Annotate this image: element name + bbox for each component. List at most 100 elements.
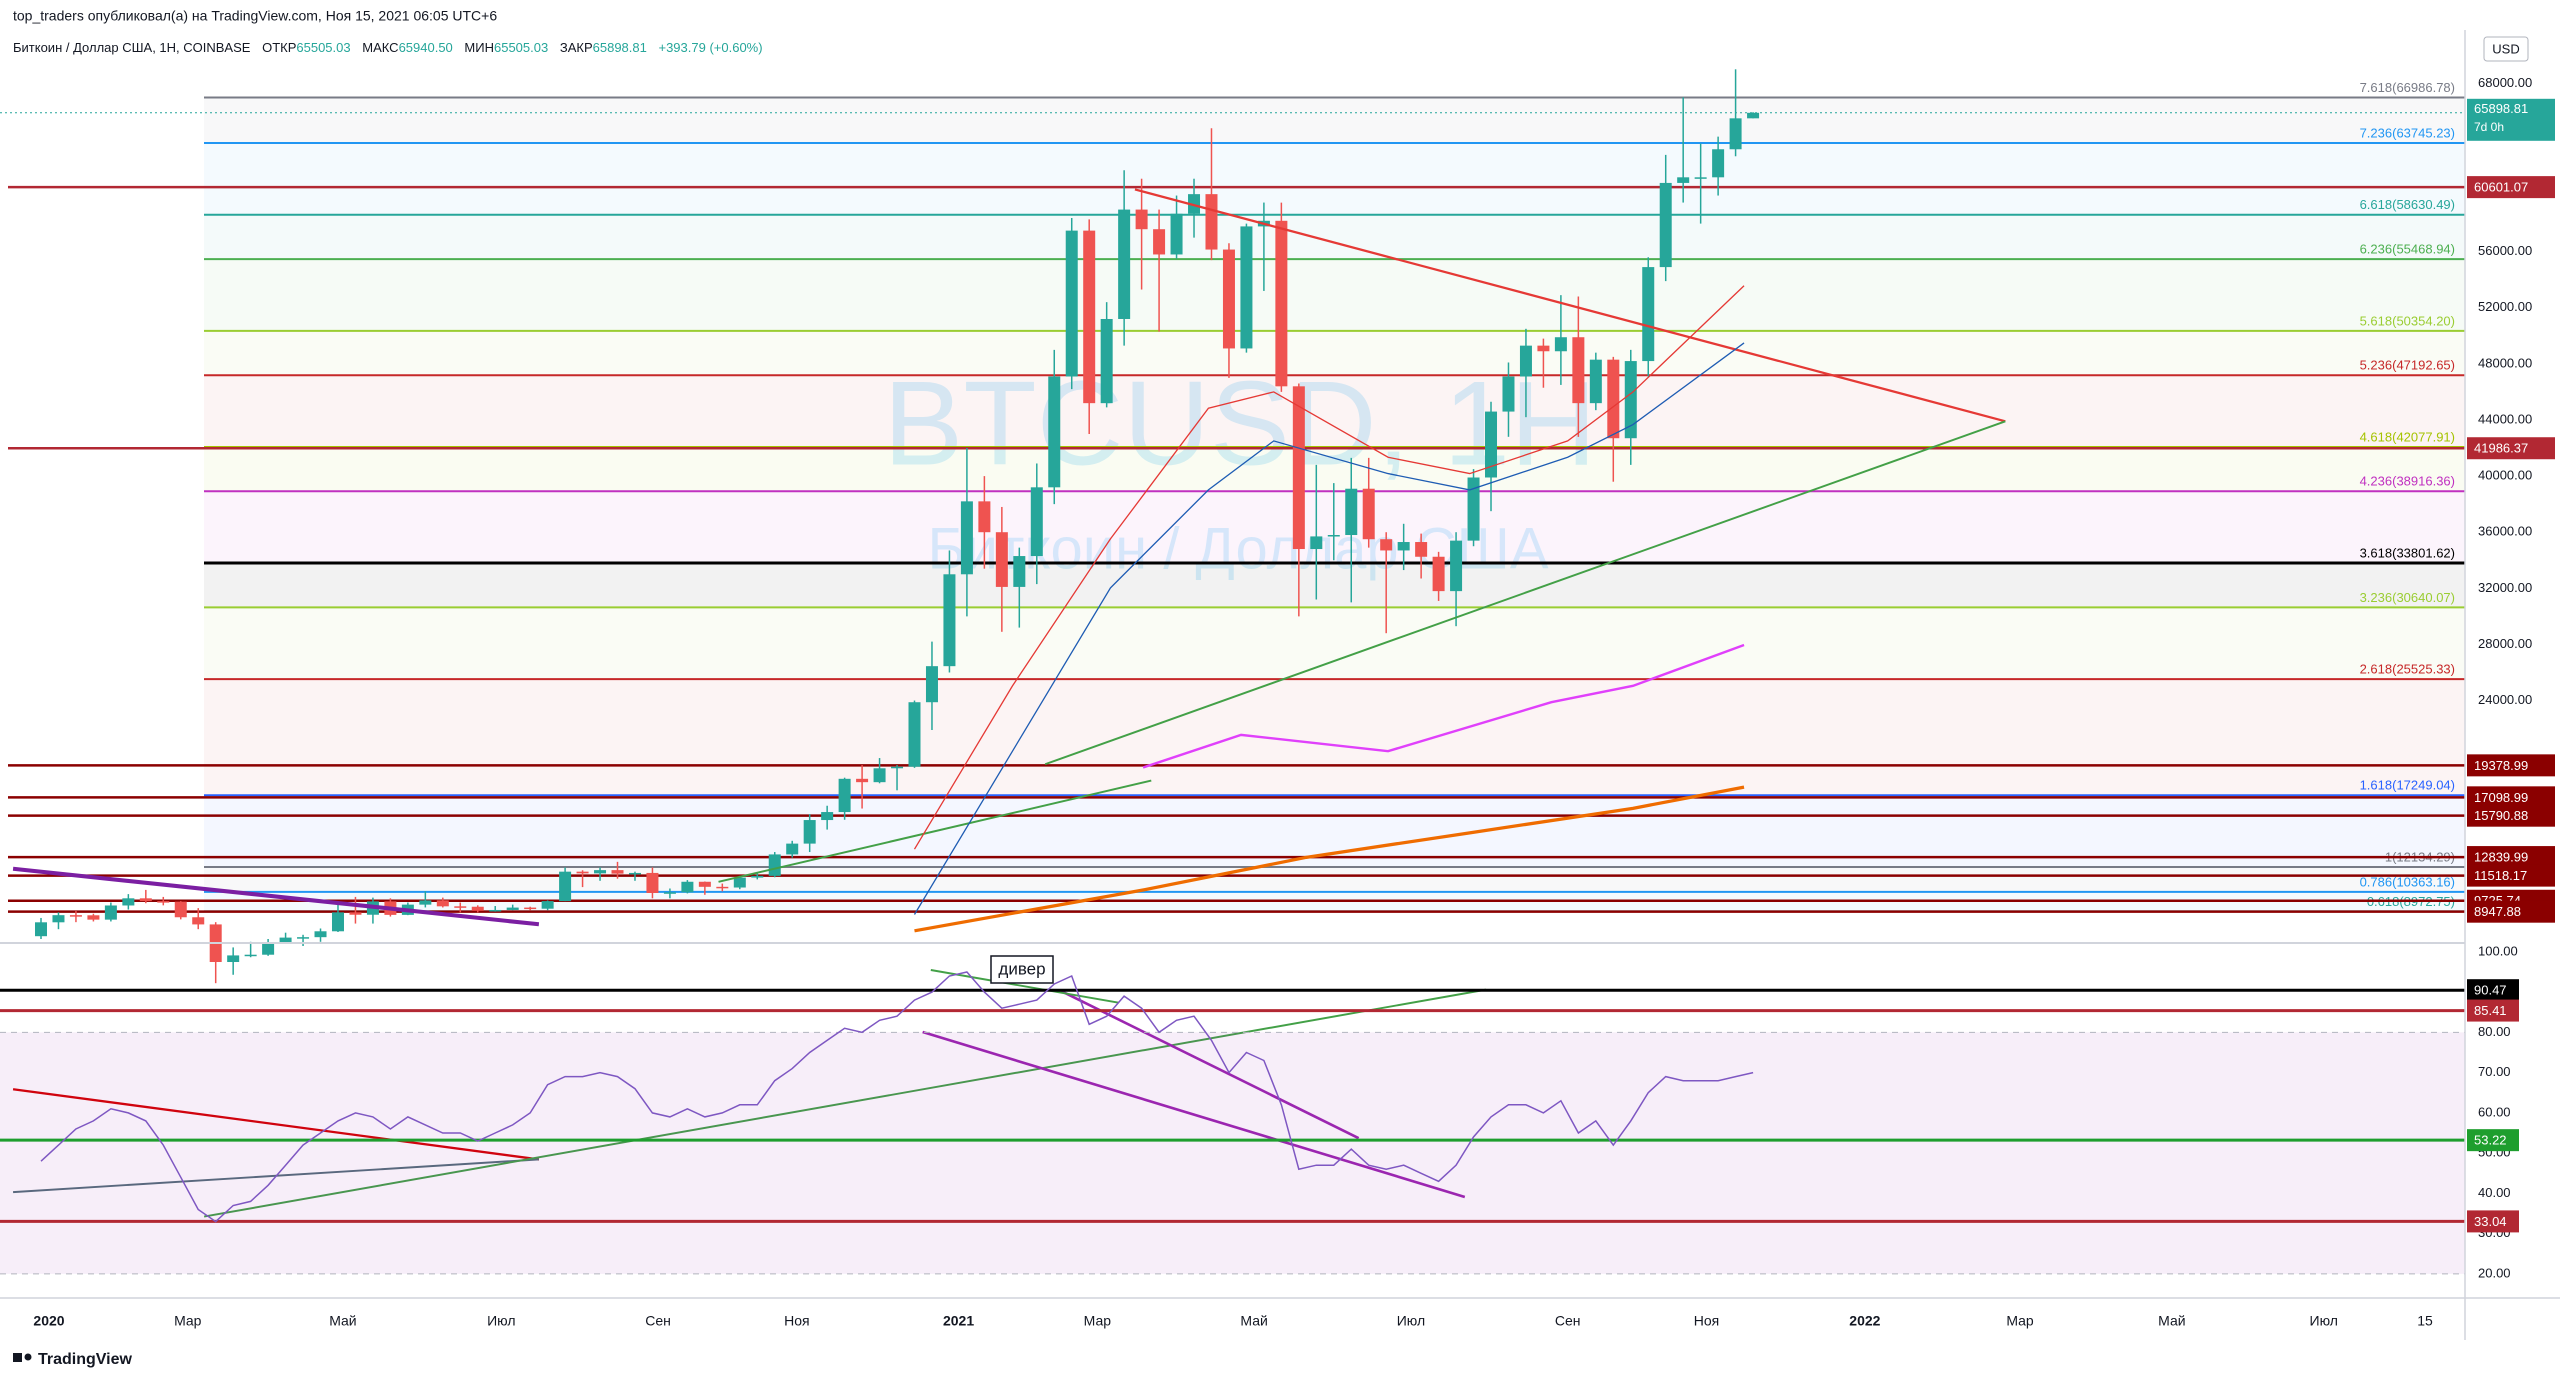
x-tick-label: Ноя [784, 1313, 809, 1329]
candle-body [1345, 488, 1358, 536]
y-tick-label: 60.00 [2478, 1104, 2511, 1119]
y-tick-label: 70.00 [2478, 1064, 2511, 1079]
candle-body [262, 942, 275, 955]
legend-value: 65898.81 [593, 40, 647, 55]
candle-body [1240, 226, 1253, 349]
price-badge [2467, 804, 2555, 827]
candle-body [1118, 209, 1131, 319]
fib-label: 2.618(25525.33) [2360, 662, 2455, 677]
x-tick-label: Сен [1555, 1313, 1581, 1329]
fib-zone [204, 679, 2465, 796]
rsi-trend-line [12, 1088, 540, 1161]
candle-body [506, 907, 519, 910]
y-tick-label: 28000.00 [2478, 636, 2532, 651]
last-price-badge [2467, 98, 2555, 141]
candle-body [541, 901, 554, 909]
legend-label: ОТКР [262, 40, 296, 55]
trend-line [1134, 188, 2006, 423]
price-pane: 7.618(66986.78) 7.236(63745.23) 6.618(5863… [0, 69, 2555, 984]
moving-average [1142, 643, 1745, 769]
y-tick-label: 56000.00 [2478, 243, 2532, 258]
price-badge [2467, 846, 2555, 869]
fib-zone [204, 330, 2465, 376]
rsi-trend-line [1060, 990, 1360, 1140]
y-tick-label: 52000.00 [2478, 299, 2532, 314]
fib-zone [204, 97, 2465, 144]
legend-value: 65505.03 [296, 40, 350, 55]
fib-label: 1.618(17249.04) [2360, 778, 2455, 793]
price-badge-label: 33.04 [2474, 1214, 2507, 1229]
candle-body [821, 812, 834, 821]
candle-body [489, 909, 502, 912]
candle-body [1519, 345, 1532, 377]
x-tick-label: Май [2158, 1313, 2185, 1329]
fib-zone [204, 143, 2465, 215]
candle-body [1188, 194, 1201, 214]
candle-body [594, 870, 607, 874]
candle-body [1310, 536, 1323, 550]
price-badge-label: 85.41 [2474, 1003, 2507, 1018]
x-tick-label: Сен [645, 1313, 671, 1329]
candle-body [1729, 118, 1742, 150]
candle-body [139, 898, 152, 902]
price-badge-label: 60601.07 [2474, 180, 2528, 195]
candle-body [925, 666, 938, 703]
candle-body [1572, 337, 1585, 404]
last-price-label: 65898.81 [2474, 101, 2528, 116]
x-tick-label: Мар [2006, 1313, 2034, 1329]
price-badge-label: 11518.17 [2474, 868, 2527, 883]
candle-body [891, 766, 904, 769]
x-tick-label: Июл [1397, 1313, 1425, 1329]
candle-body [331, 912, 344, 932]
candle-body [1362, 488, 1375, 540]
countdown: 7d 0h [2474, 120, 2504, 134]
drawings [12, 188, 2006, 1218]
candle-body [838, 778, 851, 813]
candle-body [681, 881, 694, 893]
candle-body [1205, 194, 1218, 250]
fib-label: 0.786(10363.16) [2360, 874, 2455, 889]
price-badge [2467, 1210, 2519, 1233]
candle-body [576, 871, 589, 874]
y-tick-label: 36000.00 [2478, 524, 2532, 539]
candle-body [1607, 359, 1620, 439]
candle-body [908, 702, 921, 767]
candle-body [279, 937, 292, 943]
x-tick-label: Июл [2310, 1313, 2338, 1329]
fib-zone [204, 795, 2465, 867]
candle-body [1694, 177, 1707, 179]
candle-body [1292, 386, 1305, 550]
logo-mark [13, 1353, 22, 1362]
candle-body [1135, 209, 1148, 230]
price-badge [2467, 979, 2519, 1002]
fib-zone [204, 866, 2465, 892]
fib-label: 3.236(30640.07) [2360, 590, 2455, 605]
x-tick-label: 2020 [33, 1313, 64, 1329]
price-badge [2467, 900, 2555, 923]
candle-body [716, 886, 729, 889]
x-tick-label: Июл [487, 1313, 515, 1329]
price-badge [2467, 999, 2519, 1022]
trend-line [12, 866, 540, 927]
candle-body [663, 892, 676, 894]
candle-body [943, 574, 956, 667]
fib-label: 4.236(38916.36) [2360, 474, 2455, 489]
candle-body [751, 875, 764, 878]
y-tick-label: 24000.00 [2478, 692, 2532, 707]
price-badge [2467, 786, 2555, 809]
currency-box[interactable] [2483, 36, 2529, 62]
y-tick-label: 80.00 [2478, 1024, 2511, 1039]
candle-body [733, 877, 746, 888]
candle-body [174, 901, 187, 918]
x-tick-label: Май [329, 1313, 356, 1329]
x-tick-label: 15 [2417, 1313, 2433, 1329]
candle-body [1624, 361, 1637, 439]
candle-body [1747, 112, 1760, 119]
candle-body [1537, 345, 1550, 352]
candle-body [122, 898, 135, 906]
candle-body [1415, 542, 1428, 557]
candle-body [1275, 220, 1288, 387]
price-badge [2467, 176, 2555, 199]
candle-body [1100, 318, 1113, 404]
